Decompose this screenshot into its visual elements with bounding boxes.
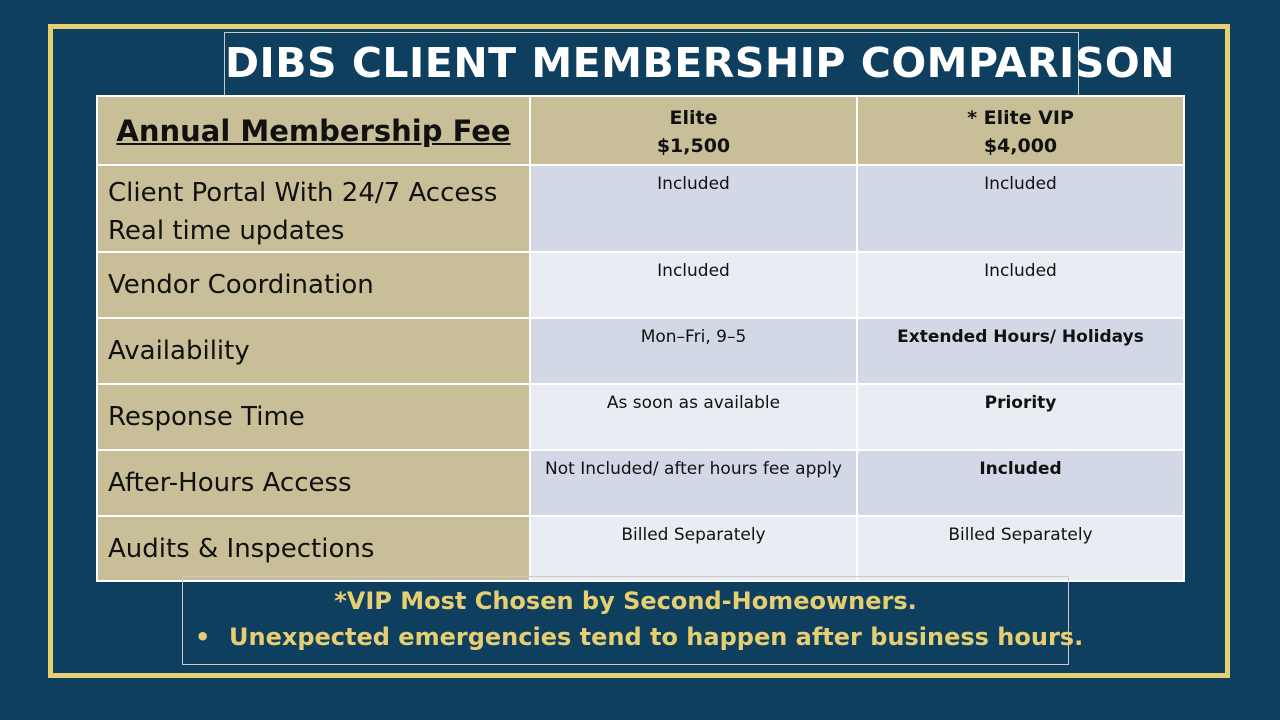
- feature-availability: Availability: [96, 317, 531, 385]
- vip-value: Billed Separately: [856, 515, 1185, 582]
- plan-header-elite: Elite $1,500: [529, 95, 858, 166]
- feature-response-time: Response Time: [96, 383, 531, 451]
- elite-value: Mon–Fri, 9–5: [529, 317, 858, 385]
- elite-value: Not Included/ after hours fee apply: [529, 449, 858, 517]
- table-row: Audits & Inspections Billed Separately B…: [96, 515, 1185, 582]
- bullet-icon: •: [195, 623, 211, 651]
- elite-value: Included: [529, 251, 858, 319]
- table-header-row: Annual Membership Fee Elite $1,500 * Eli…: [96, 95, 1185, 166]
- plan-price-vip: $4,000: [983, 135, 1058, 157]
- feature-client-portal: Client Portal With 24/7 Access Real time…: [96, 164, 531, 253]
- plan-header-vip: * Elite VIP $4,000: [856, 95, 1185, 166]
- notes-box: *VIP Most Chosen by Second-Homeowners. •…: [182, 576, 1083, 665]
- vip-note: *VIP Most Chosen by Second-Homeowners.: [334, 587, 917, 615]
- vip-value: Extended Hours/ Holidays: [856, 317, 1185, 385]
- feature-label-line: Real time updates: [108, 216, 345, 246]
- vip-value: Included: [856, 449, 1185, 517]
- title-box: DIBS CLIENT MEMBERSHIP COMPARISON: [224, 32, 1176, 98]
- elite-value: Billed Separately: [529, 515, 858, 582]
- page-title: DIBS CLIENT MEMBERSHIP COMPARISON: [225, 39, 1176, 87]
- emergency-note-text: Unexpected emergencies tend to happen af…: [229, 623, 1084, 651]
- table-row: After-Hours Access Not Included/ after h…: [96, 449, 1185, 517]
- table-row: Client Portal With 24/7 Access Real time…: [96, 164, 1185, 253]
- feature-vendor-coordination: Vendor Coordination: [96, 251, 531, 319]
- feature-audits-inspections: Audits & Inspections: [96, 515, 531, 582]
- plan-name-vip: * Elite VIP: [967, 107, 1074, 129]
- table-row: Response Time As soon as available Prior…: [96, 383, 1185, 451]
- table-row: Vendor Coordination Included Included: [96, 251, 1185, 319]
- membership-comparison-table: Annual Membership Fee Elite $1,500 * Eli…: [96, 95, 1185, 582]
- feature-after-hours-access: After-Hours Access: [96, 449, 531, 517]
- table-row: Availability Mon–Fri, 9–5 Extended Hours…: [96, 317, 1185, 385]
- feature-label-line: Client Portal With 24/7 Access: [108, 178, 498, 208]
- plan-price-elite: $1,500: [656, 135, 731, 157]
- emergency-note: • Unexpected emergencies tend to happen a…: [195, 623, 1083, 651]
- vip-value: Included: [856, 164, 1185, 253]
- annual-fee-header: Annual Membership Fee: [96, 95, 531, 166]
- plan-name-elite: Elite: [669, 107, 718, 129]
- vip-value: Included: [856, 251, 1185, 319]
- vip-value: Priority: [856, 383, 1185, 451]
- elite-value: Included: [529, 164, 858, 253]
- elite-value: As soon as available: [529, 383, 858, 451]
